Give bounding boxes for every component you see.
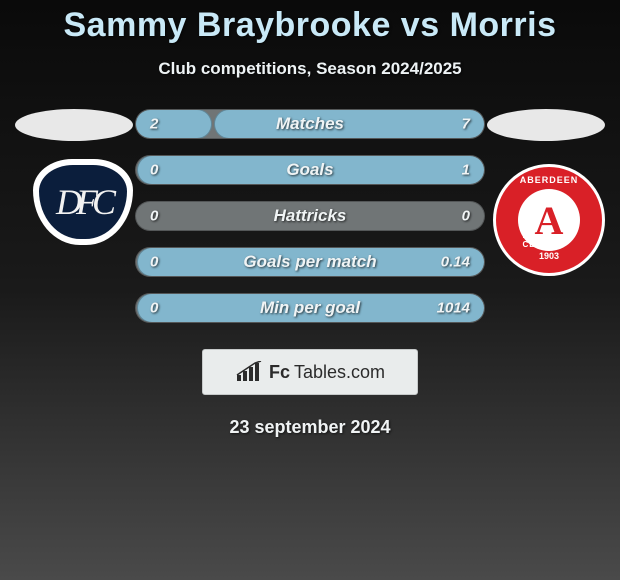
dundee-inner: DFC <box>39 165 127 239</box>
right-crest: ABERDEEN A FOOTBALL CLUB 1903 <box>493 164 605 276</box>
stat-bar: 0 Goals per match 0.14 <box>135 247 485 277</box>
page-title: Sammy Braybrooke vs Morris <box>64 6 557 45</box>
aberdeen-inner: A <box>518 189 580 251</box>
dundee-shield: DFC <box>33 159 133 245</box>
aberdeen-outer: ABERDEEN A FOOTBALL CLUB 1903 <box>493 164 605 276</box>
stat-right-value: 7 <box>462 116 470 133</box>
stat-right-value: 0 <box>462 208 470 225</box>
stat-bar: 2 Matches 7 <box>135 109 485 139</box>
stat-label: Goals per match <box>243 252 376 272</box>
stat-label: Matches <box>276 114 344 134</box>
stat-bar: 0 Min per goal 1014 <box>135 293 485 323</box>
stat-left-value: 0 <box>150 162 158 179</box>
stat-label: Min per goal <box>260 298 360 318</box>
stat-fill-left <box>135 109 212 139</box>
fctables-logo[interactable]: FcTables.com <box>202 349 418 395</box>
stat-left-value: 2 <box>150 116 158 133</box>
aberdeen-arc-top: ABERDEEN <box>520 175 579 185</box>
right-shadow-ellipse <box>487 109 605 141</box>
stat-label: Goals <box>286 160 333 180</box>
stat-left-value: 0 <box>150 208 158 225</box>
left-crest: DFC <box>33 159 133 245</box>
stats-col: 2 Matches 7 0 Goals 1 0 Hattricks 0 0 Goals per ma… <box>135 109 485 323</box>
brand-suffix: Tables.com <box>294 362 385 383</box>
date-line: 23 september 2024 <box>229 417 390 438</box>
stat-right-value: 1014 <box>437 300 470 317</box>
aberdeen-year: 1903 <box>539 251 559 261</box>
comparison-card: Sammy Braybrooke vs Morris Club competit… <box>0 0 620 580</box>
bar-chart-icon <box>235 361 263 383</box>
stat-fill-right <box>214 109 485 139</box>
content-row: DFC 2 Matches 7 0 Goals 1 0 Hattricks 0 0 Goals pe… <box>0 109 620 323</box>
stat-bar: 0 Goals 1 <box>135 155 485 185</box>
stat-left-value: 0 <box>150 300 158 317</box>
aberdeen-letter: A <box>535 197 564 244</box>
left-shadow-ellipse <box>15 109 133 141</box>
stat-left-value: 0 <box>150 254 158 271</box>
dundee-crest: DFC <box>33 159 133 245</box>
stat-right-value: 0.14 <box>441 254 470 271</box>
stat-right-value: 1 <box>462 162 470 179</box>
subtitle: Club competitions, Season 2024/2025 <box>158 59 461 79</box>
aberdeen-crest: ABERDEEN A FOOTBALL CLUB 1903 <box>493 164 605 276</box>
dundee-monogram: DFC <box>56 181 110 223</box>
stat-bar: 0 Hattricks 0 <box>135 201 485 231</box>
brand-text: FcTables.com <box>269 362 385 383</box>
stat-label: Hattricks <box>274 206 347 226</box>
brand-prefix: Fc <box>269 362 290 383</box>
